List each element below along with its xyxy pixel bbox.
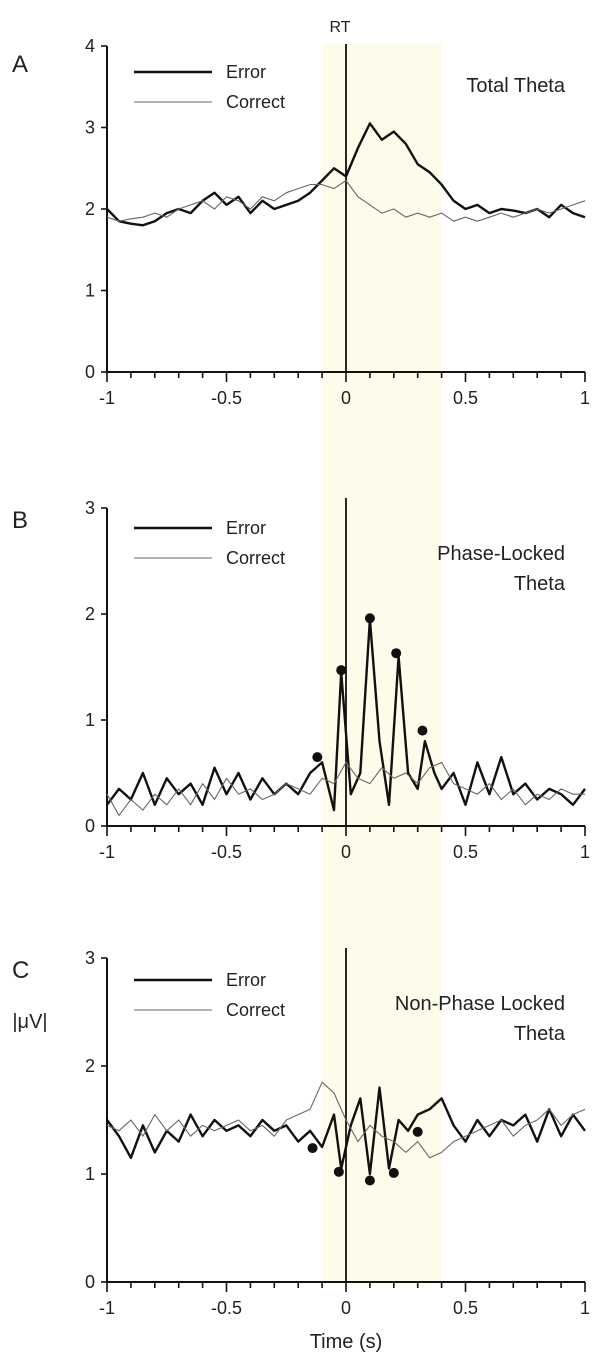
legend-error-label: Error — [226, 970, 266, 990]
x-tick-label: 0.5 — [453, 842, 478, 862]
significance-dot — [412, 1126, 423, 1137]
panel-a: A 0 1 2 3 4 -1 -0.5 0 0.5 1 Error Correct Total Theta — [12, 36, 590, 408]
panels: A 0 1 2 3 4 -1 -0.5 0 0.5 1 Error Correct Total Theta… — [12, 36, 590, 1318]
significance-dot — [364, 1175, 375, 1186]
significance-dot — [333, 1166, 344, 1177]
x-tick-label: 0.5 — [453, 388, 478, 408]
x-tick-label: -1 — [99, 1298, 115, 1318]
y-axis-title: |μV| — [12, 1011, 47, 1033]
x-tick-label: -0.5 — [211, 842, 242, 862]
panel-letter: C — [12, 957, 29, 984]
significance-dot — [364, 613, 375, 624]
y-tick-label: 3 — [85, 118, 95, 138]
x-tick-label: -0.5 — [211, 388, 242, 408]
x-tick-label: 0 — [341, 388, 351, 408]
significance-dot — [307, 1143, 318, 1154]
legend-correct-label: Correct — [226, 1000, 285, 1020]
x-tick-label: -0.5 — [211, 1298, 242, 1318]
y-tick-label: 3 — [85, 948, 95, 968]
significance-dot — [417, 725, 428, 736]
x-tick-label: 1 — [580, 842, 590, 862]
x-tick-label: 0.5 — [453, 1298, 478, 1318]
significance-dot — [336, 665, 347, 676]
legend-correct-label: Correct — [226, 548, 285, 568]
y-tick-label: 1 — [85, 710, 95, 730]
y-tick-label: 0 — [85, 362, 95, 382]
rt-label: RT — [329, 19, 350, 36]
correct-series-line — [106, 1081, 586, 1159]
y-tick-label: 2 — [85, 604, 95, 624]
panel-title: Total Theta — [466, 75, 565, 97]
significance-dot — [388, 1167, 399, 1178]
x-tick-label: 0 — [341, 842, 351, 862]
panel-letter: A — [12, 51, 28, 78]
y-tick-label: 2 — [85, 1056, 95, 1076]
significance-dot — [312, 752, 323, 763]
panel-title: Theta — [514, 573, 566, 595]
x-tick-label: 1 — [580, 388, 590, 408]
y-tick-label: 2 — [85, 199, 95, 219]
panel-title: Phase-Locked — [437, 543, 565, 565]
x-axis-title: Time (s) — [310, 1331, 383, 1353]
y-tick-label: 0 — [85, 816, 95, 836]
legend-error-label: Error — [226, 62, 266, 82]
panel-letter: B — [12, 507, 28, 534]
legend-error-label: Error — [226, 518, 266, 538]
error-series-line — [106, 122, 586, 227]
response-window-shading — [322, 44, 442, 1282]
y-tick-label: 3 — [85, 498, 95, 518]
x-tick-label: -1 — [99, 388, 115, 408]
x-tick-label: 1 — [580, 1298, 590, 1318]
x-tick-label: -1 — [99, 842, 115, 862]
significance-dot — [391, 648, 402, 659]
panel-title: Theta — [514, 1023, 566, 1045]
panel-c: C 0 1 2 3 -1 -0.5 0 0.5 1 Error Correct Non-Phase Lo… — [12, 948, 590, 1318]
panel-b: B 0 1 2 3 -1 -0.5 0 0.5 1 Error Correct Phase-Locked… — [12, 498, 590, 862]
y-tick-label: 4 — [85, 36, 95, 56]
x-tick-label: 0 — [341, 1298, 351, 1318]
legend-correct-label: Correct — [226, 92, 285, 112]
panel-title: Non-Phase Locked — [395, 993, 565, 1015]
correct-series-line — [106, 179, 586, 222]
y-tick-label: 0 — [85, 1272, 95, 1292]
y-tick-label: 1 — [85, 1164, 95, 1184]
y-tick-label: 1 — [85, 281, 95, 301]
correct-series-line — [106, 761, 585, 816]
error-series-line — [106, 618, 586, 812]
